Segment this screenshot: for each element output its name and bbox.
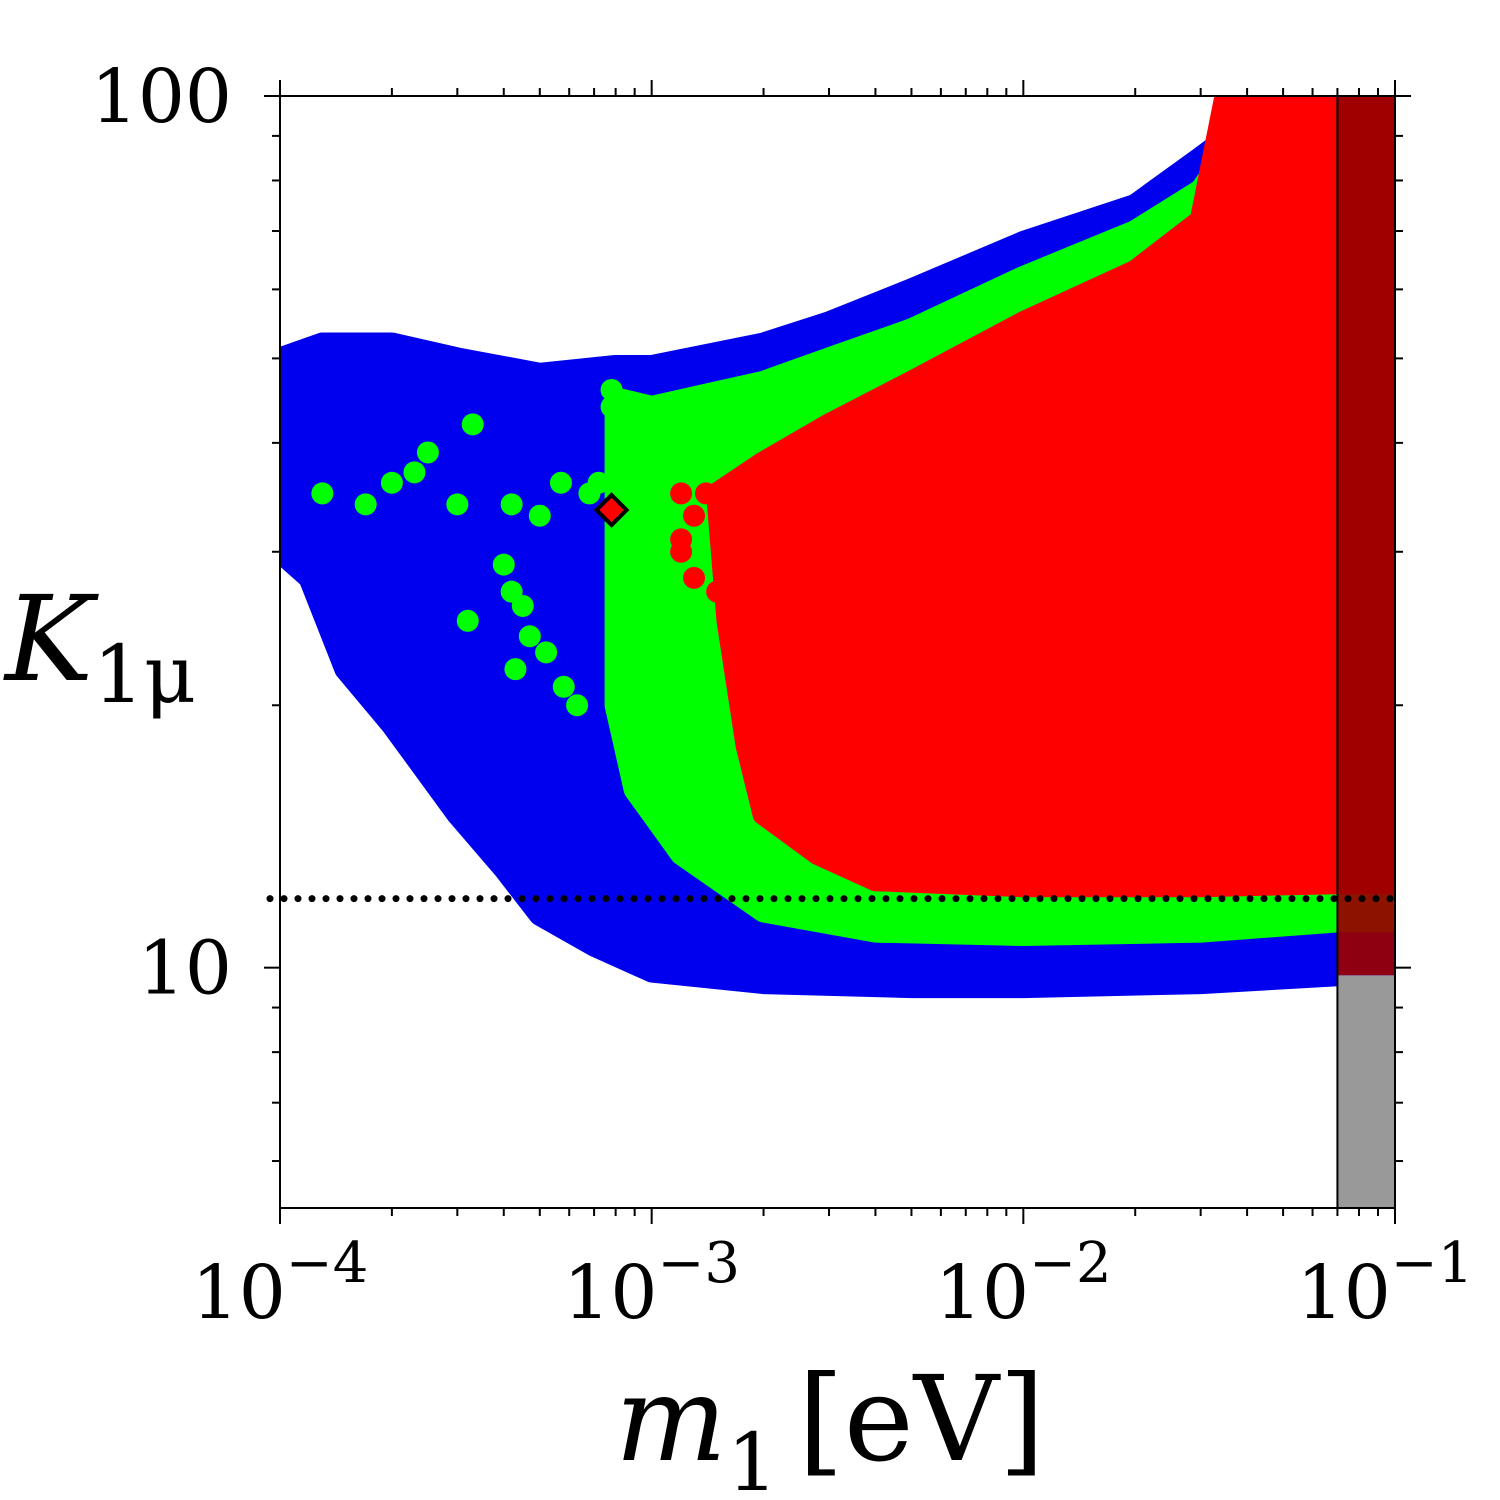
- plot-area: [266, 96, 1399, 1208]
- point-green: [511, 594, 534, 617]
- y-axis-label: K1μ: [3, 570, 196, 721]
- point-green: [518, 625, 541, 648]
- y-tick-label: 100: [91, 54, 232, 140]
- x-tick-label: 10−4: [192, 1231, 369, 1336]
- point-green: [354, 493, 377, 516]
- point-red: [683, 566, 706, 589]
- x-tick-label: 10−3: [563, 1231, 740, 1336]
- point-green: [461, 413, 484, 436]
- point-red: [694, 482, 717, 505]
- point-red: [670, 482, 693, 505]
- point-green: [311, 482, 334, 505]
- point-green: [504, 658, 527, 681]
- x-tick-label-exponent: −4: [286, 1231, 369, 1296]
- x-tick-label-exponent: −2: [1029, 1231, 1112, 1296]
- x-tick-label-exponent: −3: [657, 1231, 740, 1296]
- band-dark-red: [1337, 96, 1395, 976]
- y-axis-label-symbol: K: [3, 570, 99, 708]
- x-axis-label-subscript: 1: [727, 1416, 778, 1500]
- region-red: [706, 96, 1395, 898]
- point-green: [600, 395, 623, 418]
- point-green: [456, 609, 479, 632]
- x-axis-label-symbol: m: [615, 1350, 727, 1488]
- point-red: [683, 504, 706, 527]
- x-tick-label-base: 10: [563, 1250, 657, 1336]
- x-tick-label: 10−1: [1297, 1231, 1474, 1336]
- point-green: [416, 441, 439, 464]
- point-green: [600, 378, 623, 401]
- x-tick-label-base: 10: [935, 1250, 1029, 1336]
- x-tick-label-base: 10: [192, 1250, 286, 1336]
- plot-frame: [279, 95, 1396, 1209]
- y-axis-label-subscript: 1μ: [93, 628, 196, 721]
- point-green: [403, 461, 426, 484]
- x-tick-label-base: 10: [1297, 1250, 1391, 1336]
- point-green: [500, 493, 523, 516]
- x-axis-label-unit: [eV]: [798, 1350, 1045, 1488]
- point-green: [552, 675, 575, 698]
- point-green: [566, 694, 589, 717]
- band-gray: [1337, 975, 1395, 1208]
- point-red: [706, 580, 729, 603]
- point-green: [380, 471, 403, 494]
- point-green: [528, 504, 551, 527]
- x-tick-label-exponent: −1: [1391, 1231, 1474, 1296]
- point-green: [492, 553, 515, 576]
- x-tick-label: 10−2: [935, 1231, 1112, 1336]
- x-axis-label: m1 [eV]: [615, 1350, 1045, 1500]
- point-green: [446, 493, 469, 516]
- point-red: [670, 540, 693, 563]
- plot-clip-group: [280, 96, 1395, 1208]
- y-tick-label: 10: [138, 926, 232, 1012]
- point-green: [587, 471, 610, 494]
- point-green: [535, 641, 558, 664]
- diamond-marker: [593, 492, 630, 528]
- point-green: [549, 471, 572, 494]
